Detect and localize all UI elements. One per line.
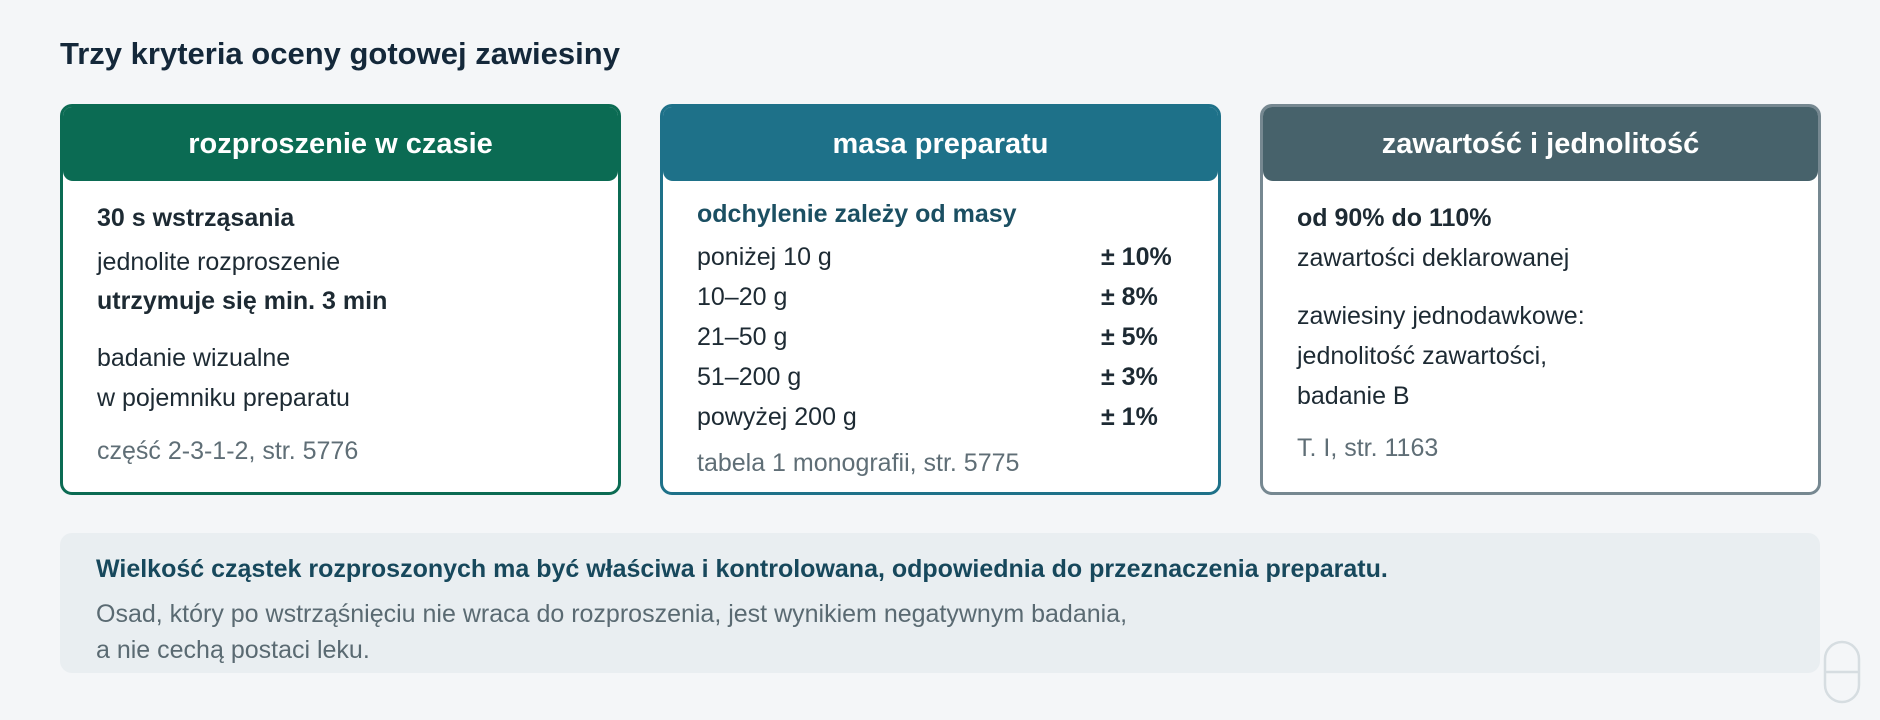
mass-range: 10–20 g [697,283,788,311]
page-title: Trzy kryteria oceny gotowej zawiesiny [60,36,620,71]
mass-tolerance: ± 10% [1101,243,1172,271]
mass-range: 21–50 g [697,323,788,351]
capsule-outline-icon [1823,640,1861,704]
mass-tolerance: ± 5% [1101,323,1158,351]
content-text: zawartości deklarowanej [1297,244,1570,272]
table-row: 51–200 g ± 3% [697,362,1177,392]
mass-range: 51–200 g [697,363,802,391]
source-reference: T. I, str. 1163 [1297,434,1439,462]
dispersion-duration: utrzymuje się min. 3 min [97,287,388,315]
mass-tolerance: ± 1% [1101,403,1158,431]
method-container: w pojemniku preparatu [97,384,350,412]
content-range: od 90% do 110% [1297,204,1492,232]
mass-range: poniżej 10 g [697,243,832,271]
dispersion-text: jednolite rozproszenie [97,248,341,276]
card-subtitle: odchylenie zależy od masy [697,200,1017,228]
shake-time: 30 s wstrząsania [97,204,295,232]
uniformity-text: jednolitość zawartości, [1297,342,1548,370]
note-text-line-1: Osad, który po wstrząśnięciu nie wraca d… [96,600,1128,628]
card-mass: masa preparatu odchylenie zależy od masy… [660,104,1221,495]
method-text: badanie wizualne [97,344,291,372]
card-dispersion: rozproszenie w czasie 30 s wstrząsania j… [60,104,621,495]
mass-tolerance: ± 3% [1101,363,1158,391]
card-header: zawartość i jednolitość [1263,107,1818,181]
card-content-uniformity: zawartość i jednolitość od 90% do 110% z… [1260,104,1821,495]
card-header: masa preparatu [663,107,1218,181]
table-row: 21–50 g ± 5% [697,322,1177,352]
table-row: powyżej 200 g ± 1% [697,402,1177,432]
source-reference: część 2-3-1-2, str. 5776 [97,437,359,465]
mass-range: powyżej 200 g [697,403,857,431]
single-dose-text: zawiesiny jednodawkowe: [1297,302,1585,330]
note-text-line-2: a nie cechą postaci leku. [96,636,370,664]
criteria-cards: rozproszenie w czasie 30 s wstrząsania j… [60,104,1821,495]
particle-size-note: Wielkość cząstek rozproszonych ma być wł… [60,533,1820,673]
mass-tolerance: ± 8% [1101,283,1158,311]
test-name: badanie B [1297,382,1410,410]
note-title: Wielkość cząstek rozproszonych ma być wł… [96,555,1388,583]
card-header: rozproszenie w czasie [63,107,618,181]
table-row: 10–20 g ± 8% [697,282,1177,312]
source-reference: tabela 1 monografii, str. 5775 [697,449,1020,477]
table-row: poniżej 10 g ± 10% [697,242,1177,272]
